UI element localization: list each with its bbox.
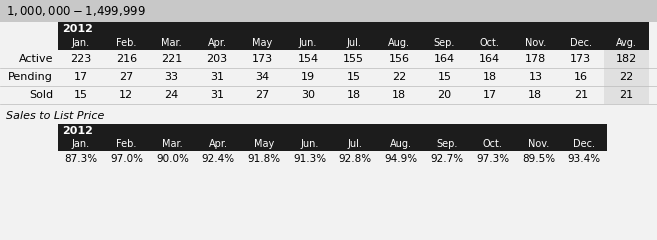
Bar: [58, 124, 607, 137]
Text: 92.7%: 92.7%: [430, 154, 463, 164]
Bar: [58, 22, 649, 36]
Text: Apr.: Apr.: [208, 38, 227, 48]
Text: 216: 216: [116, 54, 137, 64]
Bar: [604, 68, 649, 86]
Text: 93.4%: 93.4%: [568, 154, 600, 164]
Text: Jun.: Jun.: [300, 139, 319, 149]
Text: 92.4%: 92.4%: [202, 154, 235, 164]
Text: 31: 31: [210, 72, 224, 82]
Text: 15: 15: [438, 72, 451, 82]
Text: 164: 164: [434, 54, 455, 64]
Text: 15: 15: [346, 72, 361, 82]
Text: May: May: [254, 139, 274, 149]
Text: 21: 21: [574, 90, 588, 100]
Text: 20: 20: [438, 90, 451, 100]
Text: 17: 17: [483, 90, 497, 100]
Text: Active: Active: [18, 54, 53, 64]
Text: 223: 223: [70, 54, 91, 64]
Text: 31: 31: [210, 90, 224, 100]
Text: 97.3%: 97.3%: [476, 154, 509, 164]
Text: 164: 164: [480, 54, 501, 64]
Text: 155: 155: [343, 54, 364, 64]
Text: 90.0%: 90.0%: [156, 154, 189, 164]
Text: 178: 178: [525, 54, 546, 64]
Text: 27: 27: [119, 72, 133, 82]
Text: 12: 12: [119, 90, 133, 100]
Text: 33: 33: [165, 72, 179, 82]
Bar: [58, 36, 649, 50]
Text: Nov.: Nov.: [528, 139, 549, 149]
Text: Oct.: Oct.: [480, 38, 500, 48]
Text: Jul.: Jul.: [348, 139, 363, 149]
Text: Aug.: Aug.: [388, 38, 410, 48]
Text: Apr.: Apr.: [209, 139, 227, 149]
Text: 92.8%: 92.8%: [339, 154, 372, 164]
Text: 94.9%: 94.9%: [384, 154, 418, 164]
Text: May: May: [252, 38, 273, 48]
Text: 13: 13: [528, 72, 542, 82]
Text: 15: 15: [74, 90, 88, 100]
Text: 154: 154: [298, 54, 319, 64]
Text: 17: 17: [74, 72, 88, 82]
Text: 203: 203: [206, 54, 228, 64]
Text: 18: 18: [483, 72, 497, 82]
Text: 97.0%: 97.0%: [110, 154, 143, 164]
Text: Avg.: Avg.: [616, 38, 637, 48]
Text: 87.3%: 87.3%: [64, 154, 97, 164]
Bar: [58, 137, 607, 151]
Text: 21: 21: [619, 90, 633, 100]
Text: Sep.: Sep.: [436, 139, 457, 149]
Text: 221: 221: [161, 54, 182, 64]
Bar: [0, 0, 657, 22]
Text: Jul.: Jul.: [346, 38, 361, 48]
Text: 19: 19: [301, 72, 315, 82]
Text: Sold: Sold: [29, 90, 53, 100]
Text: 16: 16: [574, 72, 588, 82]
Text: 18: 18: [392, 90, 406, 100]
Text: 89.5%: 89.5%: [522, 154, 555, 164]
Text: Pending: Pending: [8, 72, 53, 82]
Text: 22: 22: [392, 72, 406, 82]
Text: Jan.: Jan.: [72, 38, 90, 48]
Text: Dec.: Dec.: [570, 38, 592, 48]
Text: 156: 156: [388, 54, 409, 64]
Text: 18: 18: [346, 90, 361, 100]
Text: Mar.: Mar.: [162, 139, 183, 149]
Text: 91.8%: 91.8%: [247, 154, 281, 164]
Text: 30: 30: [301, 90, 315, 100]
Bar: [604, 86, 649, 104]
Text: 91.3%: 91.3%: [293, 154, 326, 164]
Text: 2012: 2012: [62, 126, 93, 136]
Text: Oct.: Oct.: [483, 139, 503, 149]
Text: Mar.: Mar.: [162, 38, 182, 48]
Text: Nov.: Nov.: [525, 38, 546, 48]
Text: Jun.: Jun.: [299, 38, 317, 48]
Text: 2012: 2012: [62, 24, 93, 34]
Text: 22: 22: [619, 72, 633, 82]
Text: Sales to List Price: Sales to List Price: [6, 111, 104, 121]
Text: 27: 27: [256, 90, 270, 100]
Text: 173: 173: [570, 54, 591, 64]
Text: 34: 34: [256, 72, 269, 82]
Text: Feb.: Feb.: [116, 139, 137, 149]
Text: Feb.: Feb.: [116, 38, 137, 48]
Text: 173: 173: [252, 54, 273, 64]
Bar: [604, 50, 649, 68]
Text: 18: 18: [528, 90, 543, 100]
Text: Dec.: Dec.: [573, 139, 595, 149]
Text: 182: 182: [616, 54, 637, 64]
Text: 24: 24: [164, 90, 179, 100]
Text: Jan.: Jan.: [72, 139, 90, 149]
Text: Sep.: Sep.: [434, 38, 455, 48]
Text: $1,000,000 - $1,499,999: $1,000,000 - $1,499,999: [6, 4, 146, 18]
Text: Aug.: Aug.: [390, 139, 412, 149]
